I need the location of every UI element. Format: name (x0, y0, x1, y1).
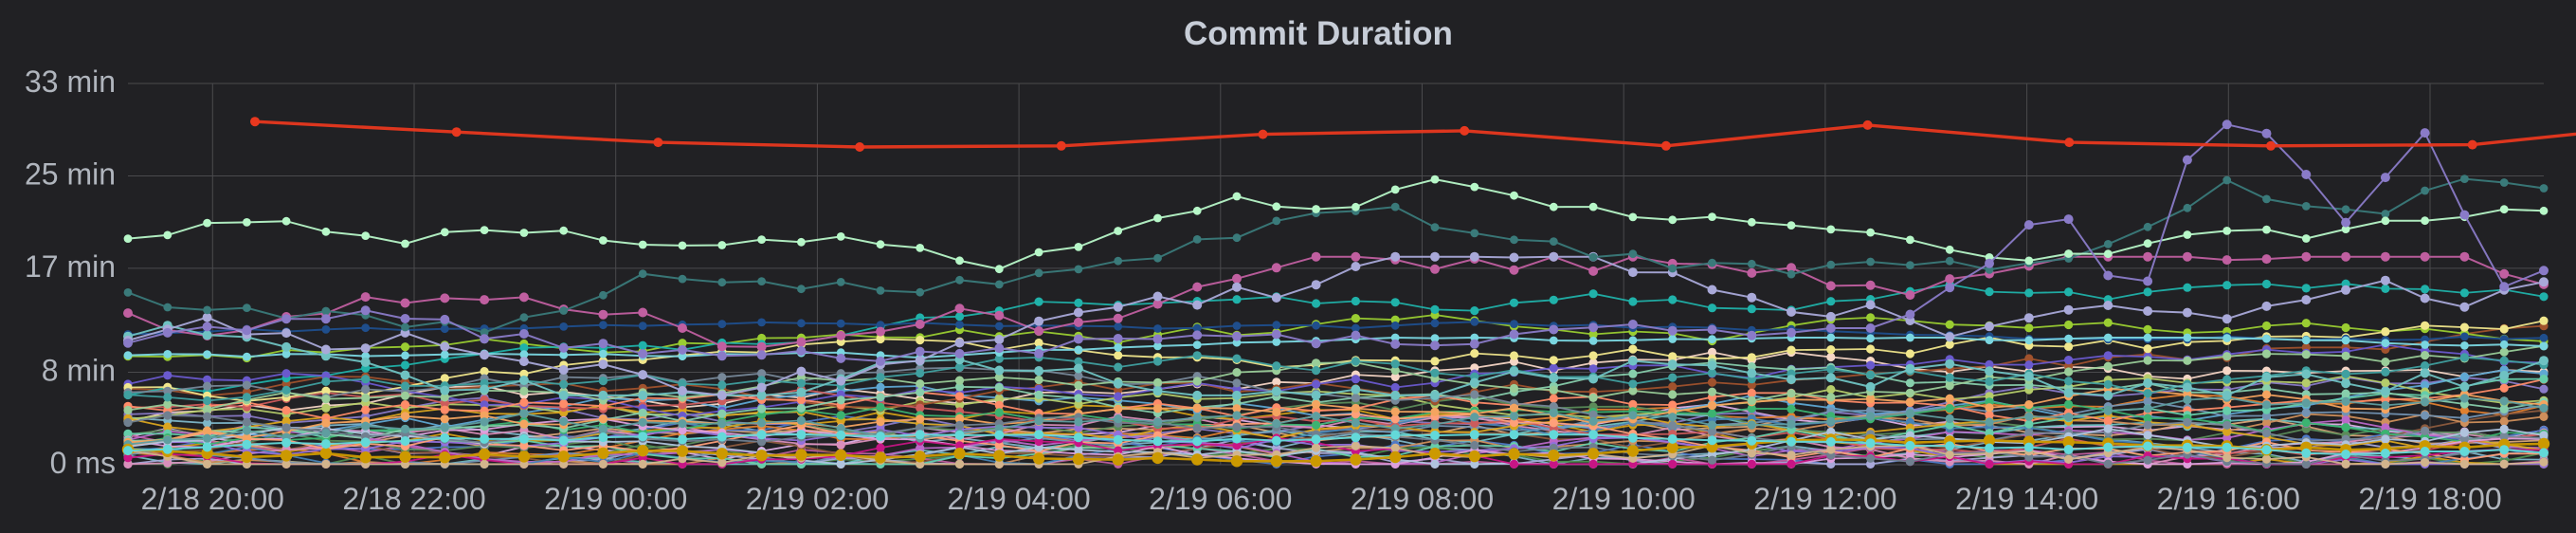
svg-text:2/19 10:00: 2/19 10:00 (1552, 482, 1696, 516)
svg-text:2/19 02:00: 2/19 02:00 (746, 482, 889, 516)
svg-text:2/19 06:00: 2/19 06:00 (1149, 482, 1292, 516)
svg-text:2/19 14:00: 2/19 14:00 (1955, 482, 2098, 516)
svg-text:2/19 12:00: 2/19 12:00 (1753, 482, 1896, 516)
svg-text:33 min: 33 min (25, 64, 116, 99)
svg-text:2/18 22:00: 2/18 22:00 (342, 482, 485, 516)
svg-text:8 min: 8 min (42, 354, 116, 388)
svg-text:0 ms: 0 ms (50, 446, 116, 480)
svg-text:2/19 04:00: 2/19 04:00 (947, 482, 1090, 516)
svg-text:2/19 08:00: 2/19 08:00 (1351, 482, 1494, 516)
svg-text:25 min: 25 min (25, 156, 116, 191)
svg-text:17 min: 17 min (25, 249, 116, 284)
svg-text:2/19 00:00: 2/19 00:00 (544, 482, 687, 516)
svg-text:2/19 18:00: 2/19 18:00 (2358, 482, 2501, 516)
svg-text:2/18 20:00: 2/18 20:00 (141, 482, 284, 516)
svg-text:2/19 16:00: 2/19 16:00 (2157, 482, 2300, 516)
